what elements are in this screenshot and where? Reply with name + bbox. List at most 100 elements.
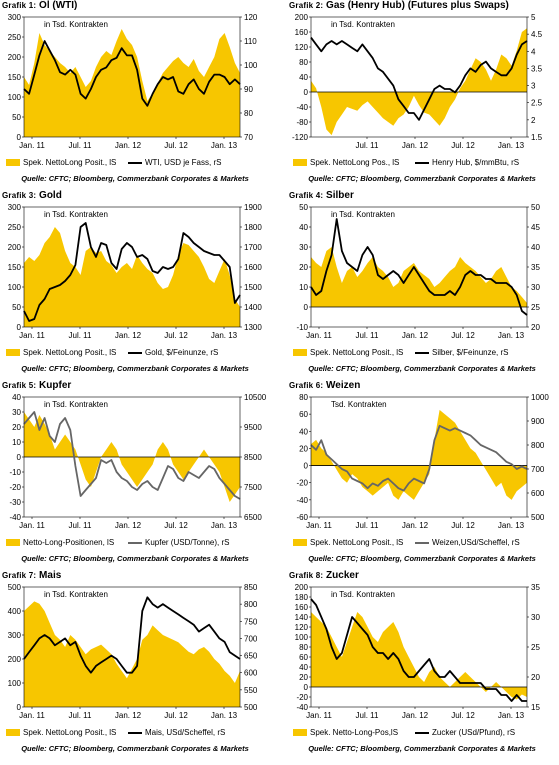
y-left-tick-label: 40 <box>12 393 21 402</box>
legend-label-line: Zucker (USd/Pfund), rS <box>432 728 516 737</box>
chart-number: Grafik 6: <box>289 381 324 390</box>
legend-item-area: Spek. NettoLong Posit., lS <box>293 348 403 357</box>
chart-source: Quelle: CFTC; Bloomberg, Commerzbank Cor… <box>308 364 536 373</box>
chart-panel-6: Grafik 6: Weizen -60 -40 -20 0 20 40 60 80 500 600… <box>287 380 557 570</box>
chart-title: Grafik 3: Gold <box>2 190 62 201</box>
x-tick-label: Jan. 13 <box>211 141 238 150</box>
y-left-tick-label: 30 <box>12 408 21 417</box>
y-right-tick-label: 80 <box>244 109 253 118</box>
y-right-tick-label: 2.5 <box>531 99 543 108</box>
y-right-tick-label: 50 <box>531 203 540 212</box>
y-left-tick-label: 60 <box>299 653 308 662</box>
y-left-tick-label: 0 <box>304 303 309 312</box>
legend-item-line: Zucker (USd/Pfund), rS <box>415 728 515 737</box>
y-left-tick-label: 300 <box>8 13 22 22</box>
y-right-tick-label: 850 <box>244 583 258 592</box>
legend-label-line: Silber, $/Feinunze, rS <box>432 348 509 357</box>
y-right-tick-label: 100 <box>244 61 258 70</box>
y-left-tick-label: 200 <box>295 13 309 22</box>
y-left-tick-label: 180 <box>295 593 309 602</box>
legend-label-line: Kupfer (USD/Tonne), rS <box>145 538 230 547</box>
chart-title-text: Kupfer <box>39 380 72 391</box>
y-left-tick-label: 10 <box>12 438 21 447</box>
chart-source: Quelle: CFTC; Bloomberg, Commerzbank Cor… <box>308 554 536 563</box>
chart-annotation: in Tsd. Kontrakten <box>331 590 395 599</box>
y-left-tick-label: 0 <box>304 683 309 692</box>
x-tick-label: Jan. 11 <box>306 521 332 530</box>
y-right-tick-label: 70 <box>244 133 253 142</box>
series-area-netlong <box>311 247 527 307</box>
x-tick-label: Jan. 12 <box>115 331 142 340</box>
x-tick-label: Jul. 12 <box>451 711 475 720</box>
series-area-netlong <box>24 29 240 137</box>
x-tick-label: Jan. 13 <box>211 521 238 530</box>
legend-label-area: Spek. NettoLong Posit., lS <box>23 728 117 737</box>
chart-number: Grafik 5: <box>2 381 37 390</box>
legend-swatch-area <box>6 349 20 356</box>
y-left-tick-label: -120 <box>292 133 309 142</box>
y-left-tick-label: 140 <box>295 613 309 622</box>
x-tick-label: Jul. 12 <box>451 521 475 530</box>
chart-title-text: Zucker <box>326 570 359 581</box>
x-tick-label: Jul. 11 <box>69 331 93 340</box>
y-left-tick-label: 50 <box>299 203 308 212</box>
legend-label-line: Henry Hub, $/mmBtu, rS <box>432 158 520 167</box>
y-left-tick-label: 20 <box>12 423 21 432</box>
y-right-tick-label: 20 <box>531 673 540 682</box>
chart-legend: Spek. Netto-Long-Pos,lS Zucker (USd/Pfund… <box>293 728 555 740</box>
y-right-tick-label: 750 <box>244 617 258 626</box>
chart-annotation: in Tsd. Kontrakten <box>44 400 108 409</box>
x-tick-label: Jul. 12 <box>164 521 188 530</box>
x-tick-label: Jan. 11 <box>19 711 45 720</box>
y-right-tick-label: 10500 <box>244 393 267 402</box>
chart-title-text: Gas (Henry Hub) (Futures plus Swaps) <box>326 0 509 11</box>
legend-label-area: Spek. NettoLong Posit., lS <box>23 348 117 357</box>
x-tick-label: Jan. 12 <box>115 521 142 530</box>
chart-panel-8: Grafik 8: Zucker -40 -20 0 20 40 60 80 100 120 140… <box>287 570 557 760</box>
series-line-price <box>23 40 241 107</box>
legend-item-line: Weizen,USd/Scheffel, rS <box>415 538 520 547</box>
y-right-tick-label: 4 <box>531 47 536 56</box>
x-tick-label: Jan. 12 <box>115 141 142 150</box>
chart-title-text: Mais <box>39 570 62 581</box>
x-tick-label: Jul. 11 <box>356 521 380 530</box>
chart-title: Grafik 6: Weizen <box>289 380 360 391</box>
legend-item-line: WTI, USD je Fass, rS <box>128 158 221 167</box>
y-left-tick-label: 0 <box>17 323 22 332</box>
legend-item-area: Spek. NettoLong Posit., lS <box>293 538 403 547</box>
chart-annotation: in Tsd. Kontrakten <box>44 210 108 219</box>
y-right-tick-label: 40 <box>531 243 540 252</box>
chart-panel-2: Grafik 2: Gas (Henry Hub) (Futures plus … <box>287 0 557 190</box>
chart-title-text: Weizen <box>326 380 361 391</box>
y-right-tick-label: 6500 <box>244 513 262 522</box>
chart-plot: 0 50 100 150 200 250 300 70 80 90 100 110 120 Jan. 11… <box>8 13 258 150</box>
chart-panel-7: Grafik 7: Mais 0 100 200 300 400 500 500 550 600 6… <box>0 570 270 760</box>
y-left-tick-label: 50 <box>12 303 21 312</box>
y-left-tick-label: 200 <box>8 53 22 62</box>
y-left-tick-label: 20 <box>299 444 308 453</box>
y-right-tick-label: 15 <box>531 703 540 712</box>
legend-label-line: WTI, USD je Fass, rS <box>145 158 222 167</box>
x-tick-label: Jan. 13 <box>211 331 238 340</box>
y-left-tick-label: 0 <box>304 88 309 97</box>
x-tick-label: Jan. 13 <box>498 711 525 720</box>
chart-annotation: in Tsd. Kontrakten <box>44 590 108 599</box>
y-left-tick-label: 60 <box>299 410 308 419</box>
x-tick-label: Jul. 12 <box>164 331 188 340</box>
y-right-tick-label: 2 <box>531 116 536 125</box>
y-left-tick-label: -10 <box>9 468 21 477</box>
series-area-netlong <box>311 409 527 500</box>
chart-source: Quelle: CFTC; Bloomberg, Commerzbank Cor… <box>21 744 249 753</box>
y-right-tick-label: 1700 <box>244 243 262 252</box>
y-right-tick-label: 1400 <box>244 303 262 312</box>
y-left-tick-label: 120 <box>295 43 309 52</box>
x-tick-label: Jan. 12 <box>402 521 429 530</box>
series-area-netlong <box>24 227 240 327</box>
chart-source: Quelle: CFTC; Bloomberg, Commerzbank Cor… <box>21 554 249 563</box>
y-right-tick-label: 3 <box>531 82 536 91</box>
y-right-tick-label: 800 <box>531 441 545 450</box>
y-left-tick-label: 20 <box>299 263 308 272</box>
chart-legend: Spek. NettoLong Posit., lS Mais, USd/Sche… <box>6 728 268 740</box>
chart-legend: Spek. NettoLong Pos., lS Henry Hub, $/mmB… <box>293 158 555 170</box>
y-left-tick-label: 300 <box>8 203 22 212</box>
